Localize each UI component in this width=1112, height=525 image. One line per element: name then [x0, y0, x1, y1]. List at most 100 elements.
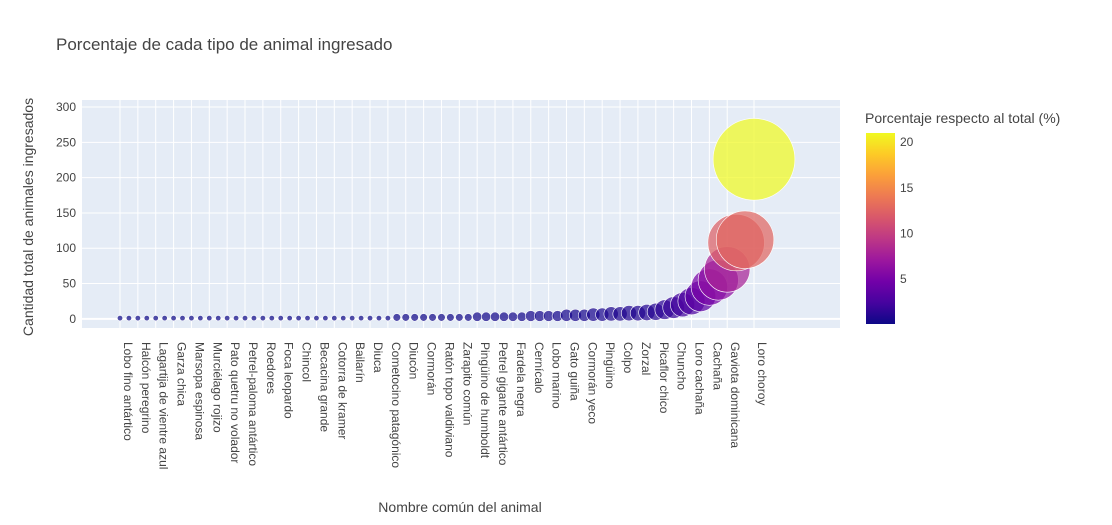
bubble-marker[interactable]: [498, 311, 509, 322]
bubble-marker[interactable]: [322, 315, 329, 322]
colorbar: [866, 133, 895, 324]
x-axis-ticks: Lobo fino antártico Halcón peregrino Lagar…: [121, 342, 769, 469]
bubble-marker[interactable]: [215, 315, 222, 322]
x-tick-label: Gaviota dominicana: [728, 342, 742, 448]
bubble-marker[interactable]: [313, 315, 320, 322]
x-tick-label: Ratón topo valdiviano: [442, 342, 456, 458]
x-tick-label: Chuncho: [675, 342, 689, 390]
colorbar-title: Porcentaje respecto al total (%): [865, 110, 1060, 126]
x-tick-label: Lagartija de vientre azul: [157, 342, 171, 469]
x-tick-label: Lobo fino antártico: [121, 342, 135, 441]
x-tick-label: Bailarín: [353, 342, 367, 383]
bubble-marker[interactable]: [340, 315, 347, 322]
chart-title: Porcentaje de cada tipo de animal ingres…: [56, 35, 392, 54]
bubble-marker[interactable]: [143, 315, 150, 322]
x-tick-label: Picaflor chico: [657, 342, 671, 414]
colorbar-tick-label: 5: [900, 272, 907, 286]
bubble-marker[interactable]: [715, 210, 775, 269]
bubble-marker[interactable]: [188, 315, 195, 322]
bubble-marker[interactable]: [464, 313, 473, 322]
x-tick-label: Cachaña: [710, 342, 724, 390]
y-tick-label: 50: [63, 277, 77, 291]
x-tick-label: Loro choroy: [755, 342, 769, 405]
x-tick-label: Loro cachaña: [692, 342, 706, 415]
x-tick-label: Becacina grande: [317, 342, 331, 432]
bubble-marker[interactable]: [437, 313, 446, 322]
x-tick-label: Petrel gigante antártico: [496, 342, 510, 466]
x-tick-label: Colpo: [621, 342, 635, 374]
x-tick-label: Diuca: [371, 342, 385, 373]
bubble-marker[interactable]: [286, 315, 293, 322]
y-tick-label: 150: [56, 206, 76, 220]
x-tick-label: Zorzal: [639, 342, 653, 375]
bubble-marker[interactable]: [401, 313, 410, 322]
bubble-marker[interactable]: [331, 315, 338, 322]
x-tick-label: Gato guiña: [567, 342, 581, 401]
y-tick-label: 100: [56, 241, 76, 255]
bubble-marker[interactable]: [410, 313, 419, 322]
x-tick-label: Foca leopardo: [282, 342, 296, 419]
bubble-marker[interactable]: [116, 315, 124, 322]
bubble-marker[interactable]: [349, 315, 356, 322]
bubble-marker[interactable]: [224, 315, 231, 322]
bubble-marker[interactable]: [392, 313, 401, 322]
bubble-marker[interactable]: [446, 313, 455, 322]
y-axis-title: Cantidad total de animales ingresados: [20, 98, 36, 336]
bubble-marker[interactable]: [125, 315, 132, 322]
x-tick-label: Cormorán: [425, 342, 439, 395]
x-tick-label: Garza chica: [175, 342, 189, 406]
bubble-marker[interactable]: [490, 311, 501, 322]
x-axis-title: Nombre común del animal: [378, 499, 541, 515]
bubble-marker[interactable]: [295, 315, 302, 322]
x-tick-label: Roedores: [264, 342, 278, 394]
bubble-marker[interactable]: [170, 315, 177, 322]
bubble-marker[interactable]: [481, 311, 492, 322]
bubble-marker[interactable]: [206, 315, 213, 322]
bubble-marker[interactable]: [507, 311, 518, 322]
bubble-marker[interactable]: [375, 315, 382, 322]
x-tick-label: Pingüino: [603, 342, 617, 389]
y-tick-label: 250: [56, 135, 76, 149]
bubble-marker[interactable]: [277, 315, 284, 322]
y-tick-label: 300: [56, 100, 76, 114]
bubble-marker[interactable]: [419, 313, 428, 322]
bubble-marker[interactable]: [428, 313, 437, 322]
x-tick-label: Lobo marino: [550, 342, 564, 409]
y-tick-label: 0: [69, 312, 76, 326]
bubble-marker[interactable]: [197, 315, 204, 322]
bubble-marker[interactable]: [455, 313, 464, 322]
bubble-marker[interactable]: [259, 315, 266, 322]
bubble-marker[interactable]: [358, 315, 365, 322]
x-tick-label: Petrel-paloma antártico: [246, 342, 260, 466]
bubble-marker[interactable]: [712, 118, 796, 201]
markers-layer[interactable]: [116, 118, 796, 322]
x-tick-label: Cernícalo: [532, 342, 546, 394]
bubble-marker[interactable]: [134, 315, 141, 322]
bubble-marker[interactable]: [161, 315, 168, 322]
x-tick-label: Murciélago rojizo: [210, 342, 224, 433]
x-tick-label: Cometocino patagónico: [389, 342, 403, 468]
bubble-marker[interactable]: [179, 315, 186, 322]
colorbar-tick-label: 10: [900, 227, 914, 241]
y-axis-ticks: 0 50 100 150 200 250 300: [56, 100, 76, 326]
bubble-marker[interactable]: [304, 315, 311, 322]
y-tick-label: 200: [56, 171, 76, 185]
x-tick-label: Pingüino de humboldt: [478, 342, 492, 459]
bubble-marker[interactable]: [152, 315, 159, 322]
x-tick-label: Fardela negra: [514, 342, 528, 417]
bubble-marker[interactable]: [472, 311, 483, 322]
bubble-marker[interactable]: [367, 315, 374, 322]
x-tick-label: Zarapito común: [460, 342, 474, 425]
x-tick-label: Diucón: [407, 342, 421, 379]
colorbar-ticks: 5 10 15 20: [900, 135, 914, 286]
colorbar-tick-label: 20: [900, 135, 914, 149]
bubble-marker[interactable]: [241, 315, 249, 322]
x-tick-label: Cotorra de kramer: [335, 342, 349, 439]
bubble-marker[interactable]: [384, 315, 391, 322]
x-tick-label: Marsopa espinosa: [192, 342, 206, 440]
x-tick-label: Cormorán yeco: [585, 342, 599, 424]
bubble-marker[interactable]: [268, 315, 275, 322]
bubble-marker[interactable]: [233, 315, 240, 322]
bubble-marker[interactable]: [250, 315, 257, 322]
